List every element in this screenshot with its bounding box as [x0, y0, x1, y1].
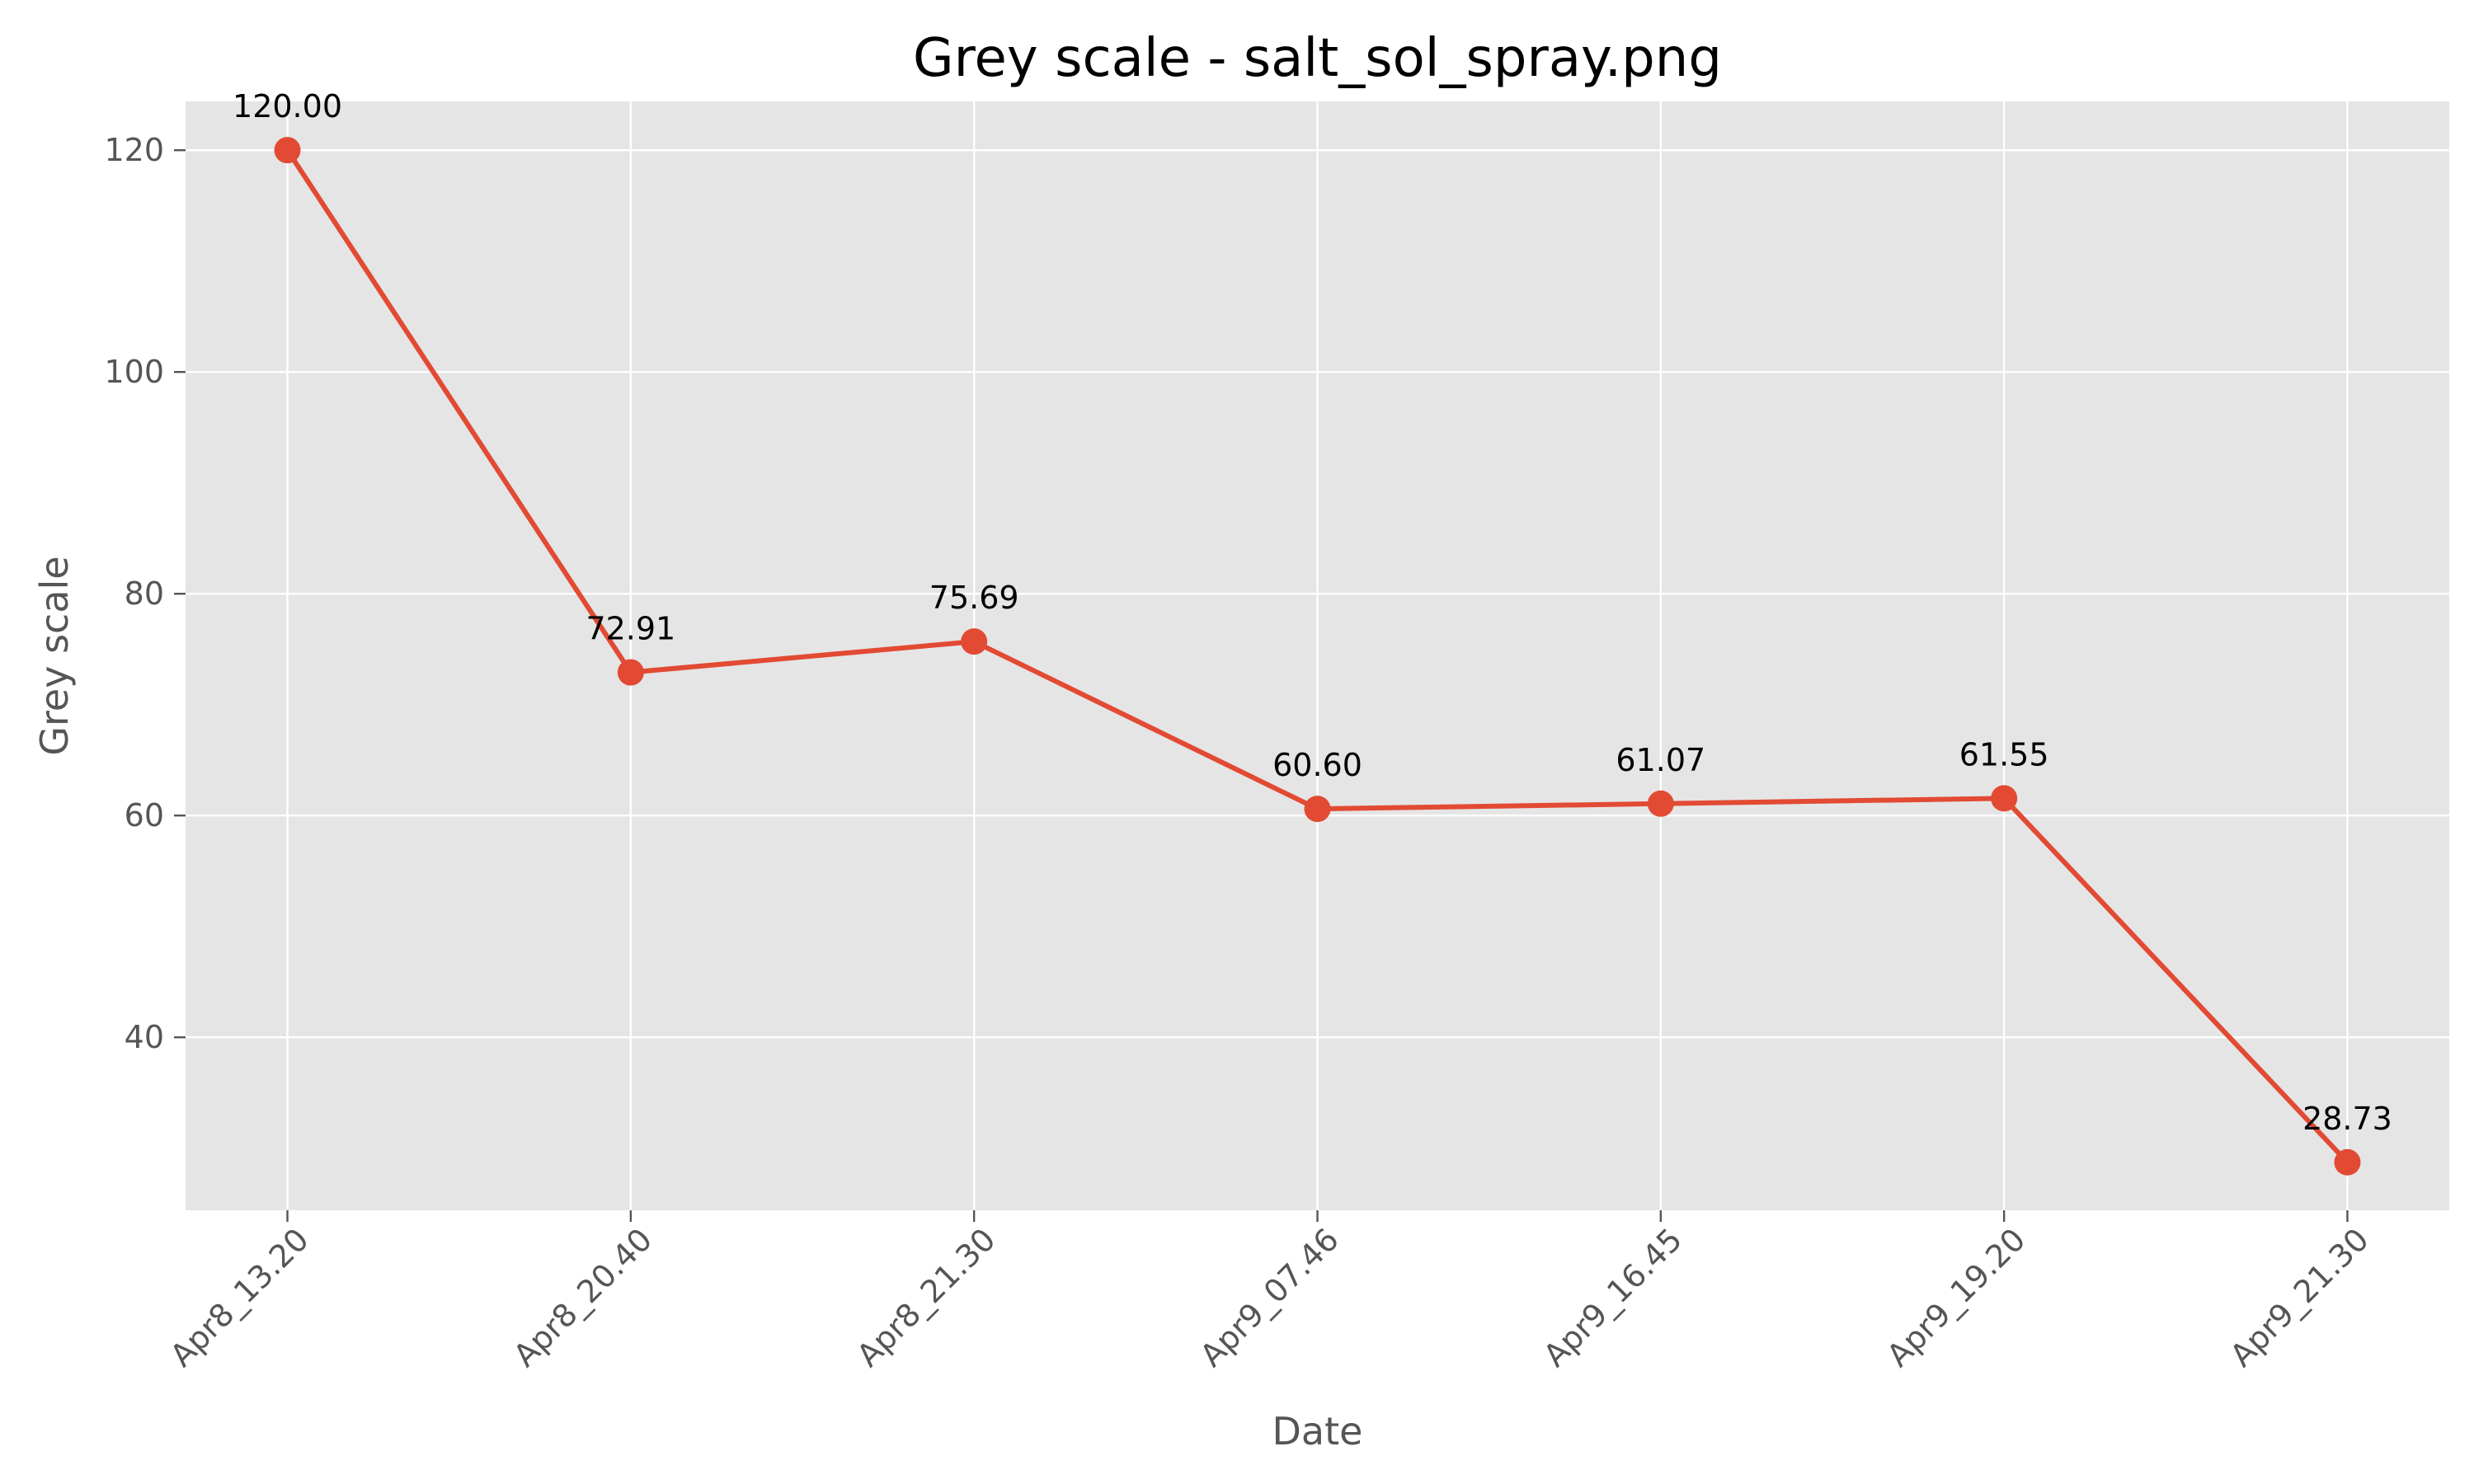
x-tick-label: Apr9_16.45 [1536, 1221, 1689, 1374]
y-axis-label: Grey scale [32, 556, 77, 755]
data-label: 28.73 [2302, 1101, 2392, 1137]
grid-lines [186, 101, 2449, 1210]
data-point [1647, 790, 1674, 817]
data-label: 61.07 [1616, 742, 1705, 778]
x-tick-label: Apr9_21.30 [2223, 1221, 2376, 1374]
data-label: 72.91 [586, 611, 675, 647]
x-axis-label: Date [1272, 1409, 1363, 1453]
data-label: 120.00 [233, 88, 342, 124]
data-point [1304, 796, 1331, 823]
y-tick-label: 120 [104, 132, 164, 168]
y-tick-label: 40 [125, 1019, 164, 1055]
y-tick-label: 80 [125, 575, 164, 612]
series-layer [274, 137, 2361, 1176]
x-tick-label: Apr9_07.46 [1193, 1221, 1346, 1374]
data-point [961, 628, 988, 655]
y-tick-label: 100 [104, 354, 164, 390]
y-tick-label: 60 [125, 797, 164, 834]
data-point [274, 137, 301, 164]
x-tick-label: Apr8_21.30 [849, 1221, 1002, 1374]
data-label: 61.55 [1959, 736, 2049, 773]
data-label: 75.69 [929, 580, 1019, 616]
chart-title: Grey scale - salt_sol_spray.png [913, 28, 1722, 89]
x-tick-label: Apr9_19.20 [1879, 1221, 2032, 1374]
data-point [617, 659, 644, 686]
data-labels: 120.00 72.91 75.69 60.60 61.07 61.55 28.73 [233, 88, 2392, 1137]
data-point [1991, 785, 2018, 812]
x-tick-label: Apr8_13.20 [163, 1221, 316, 1374]
data-label: 60.60 [1272, 747, 1362, 783]
x-tick-label: Apr8_20.40 [506, 1221, 659, 1374]
data-point [2334, 1148, 2361, 1176]
